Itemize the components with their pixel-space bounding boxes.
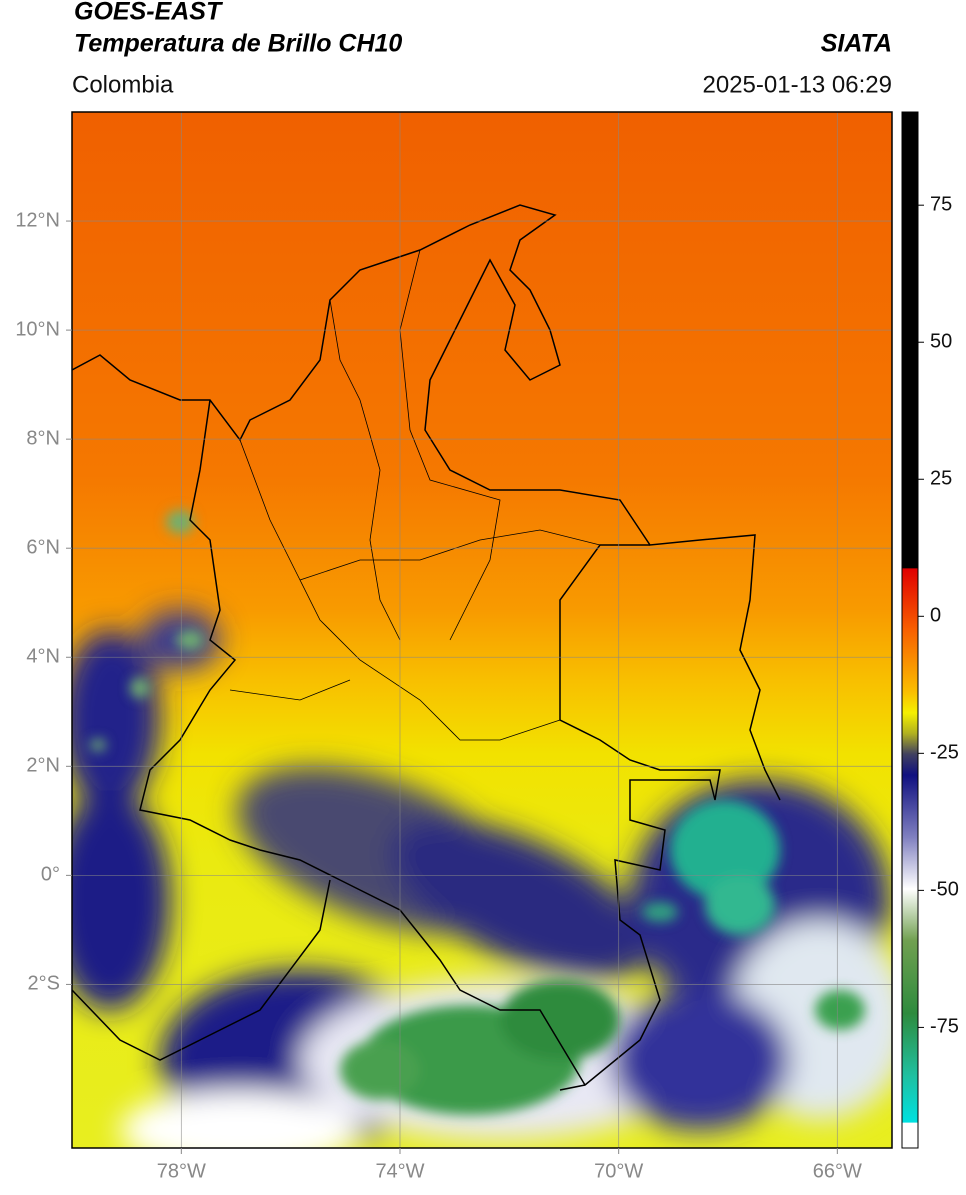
x-tick-label: 70°W [594,1160,643,1182]
colorbar-label: 0 [930,605,941,627]
y-tick-label: 12°N [15,209,60,231]
colorbar [901,111,919,1149]
x-tick-label: 78°W [157,1160,206,1182]
y-tick-label: 6°N [26,536,60,558]
y-tick-label: 2°S [28,973,60,995]
colorbar-label: 50 [930,331,952,353]
title: GOES-EAST [74,0,224,26]
graticule [72,112,892,1148]
colorbar-label: -25 [930,742,959,764]
satellite-image [72,112,892,1148]
region: Colombia [72,71,174,98]
x-tick-label: 66°W [813,1160,862,1182]
y-tick-label: 8°N [26,427,60,449]
map-frame [71,111,893,1149]
subtitle: Temperatura de Brillo CH10 [74,30,402,58]
colorbar-label: -75 [930,1016,959,1038]
y-tick-label: 10°N [15,318,60,340]
source: SIATA [821,30,892,58]
datetime: 2025-01-13 06:29 [703,71,893,98]
colorbar-label: -50 [930,879,959,901]
colorbar-label: 25 [930,468,952,490]
y-tick-label: 0° [41,864,60,886]
y-tick-label: 4°N [26,646,60,668]
x-tick-label: 74°W [375,1160,424,1182]
y-tick-label: 2°N [26,755,60,777]
colorbar-label: 75 [930,193,952,215]
